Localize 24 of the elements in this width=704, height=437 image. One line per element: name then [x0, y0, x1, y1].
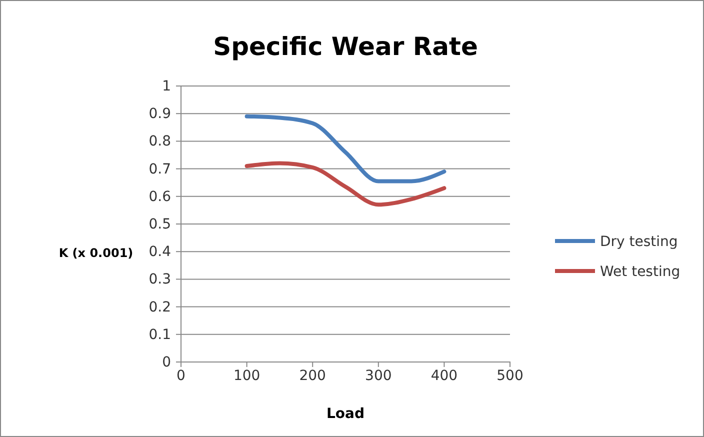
y-tick-label: 0.5 — [148, 216, 171, 232]
line-series — [244, 161, 446, 207]
y-tick-label: 0.7 — [148, 161, 171, 178]
y-tick-label: 0 — [162, 354, 171, 370]
y-tick-label: 0.4 — [148, 244, 172, 260]
y-tick-label: 0.1 — [148, 326, 171, 343]
x-tick-label: 200 — [299, 368, 326, 384]
y-tick-label: 0.3 — [148, 272, 171, 288]
x-tick-label: 100 — [233, 368, 260, 384]
x-tick-label: 400 — [430, 368, 458, 384]
x-tick-label: 300 — [365, 368, 392, 384]
x-tick-label: 500 — [496, 368, 524, 384]
x-axis-title: Load — [326, 406, 365, 422]
chart-title: Specific Wear Rate — [213, 32, 478, 61]
x-tick-label: 0 — [176, 368, 186, 384]
y-axis-title: K (x 0.001) — [58, 246, 134, 260]
legend-label: Wet testing — [600, 264, 680, 280]
y-tick-label: 0.2 — [148, 299, 171, 316]
y-tick-label: 0.6 — [148, 188, 172, 205]
y-tick-label: 1 — [162, 78, 171, 94]
legend-label: Dry testing — [600, 234, 678, 250]
line-series — [244, 114, 446, 184]
y-tick-label: 0.9 — [148, 106, 171, 122]
y-tick-label: 0.8 — [148, 134, 171, 150]
